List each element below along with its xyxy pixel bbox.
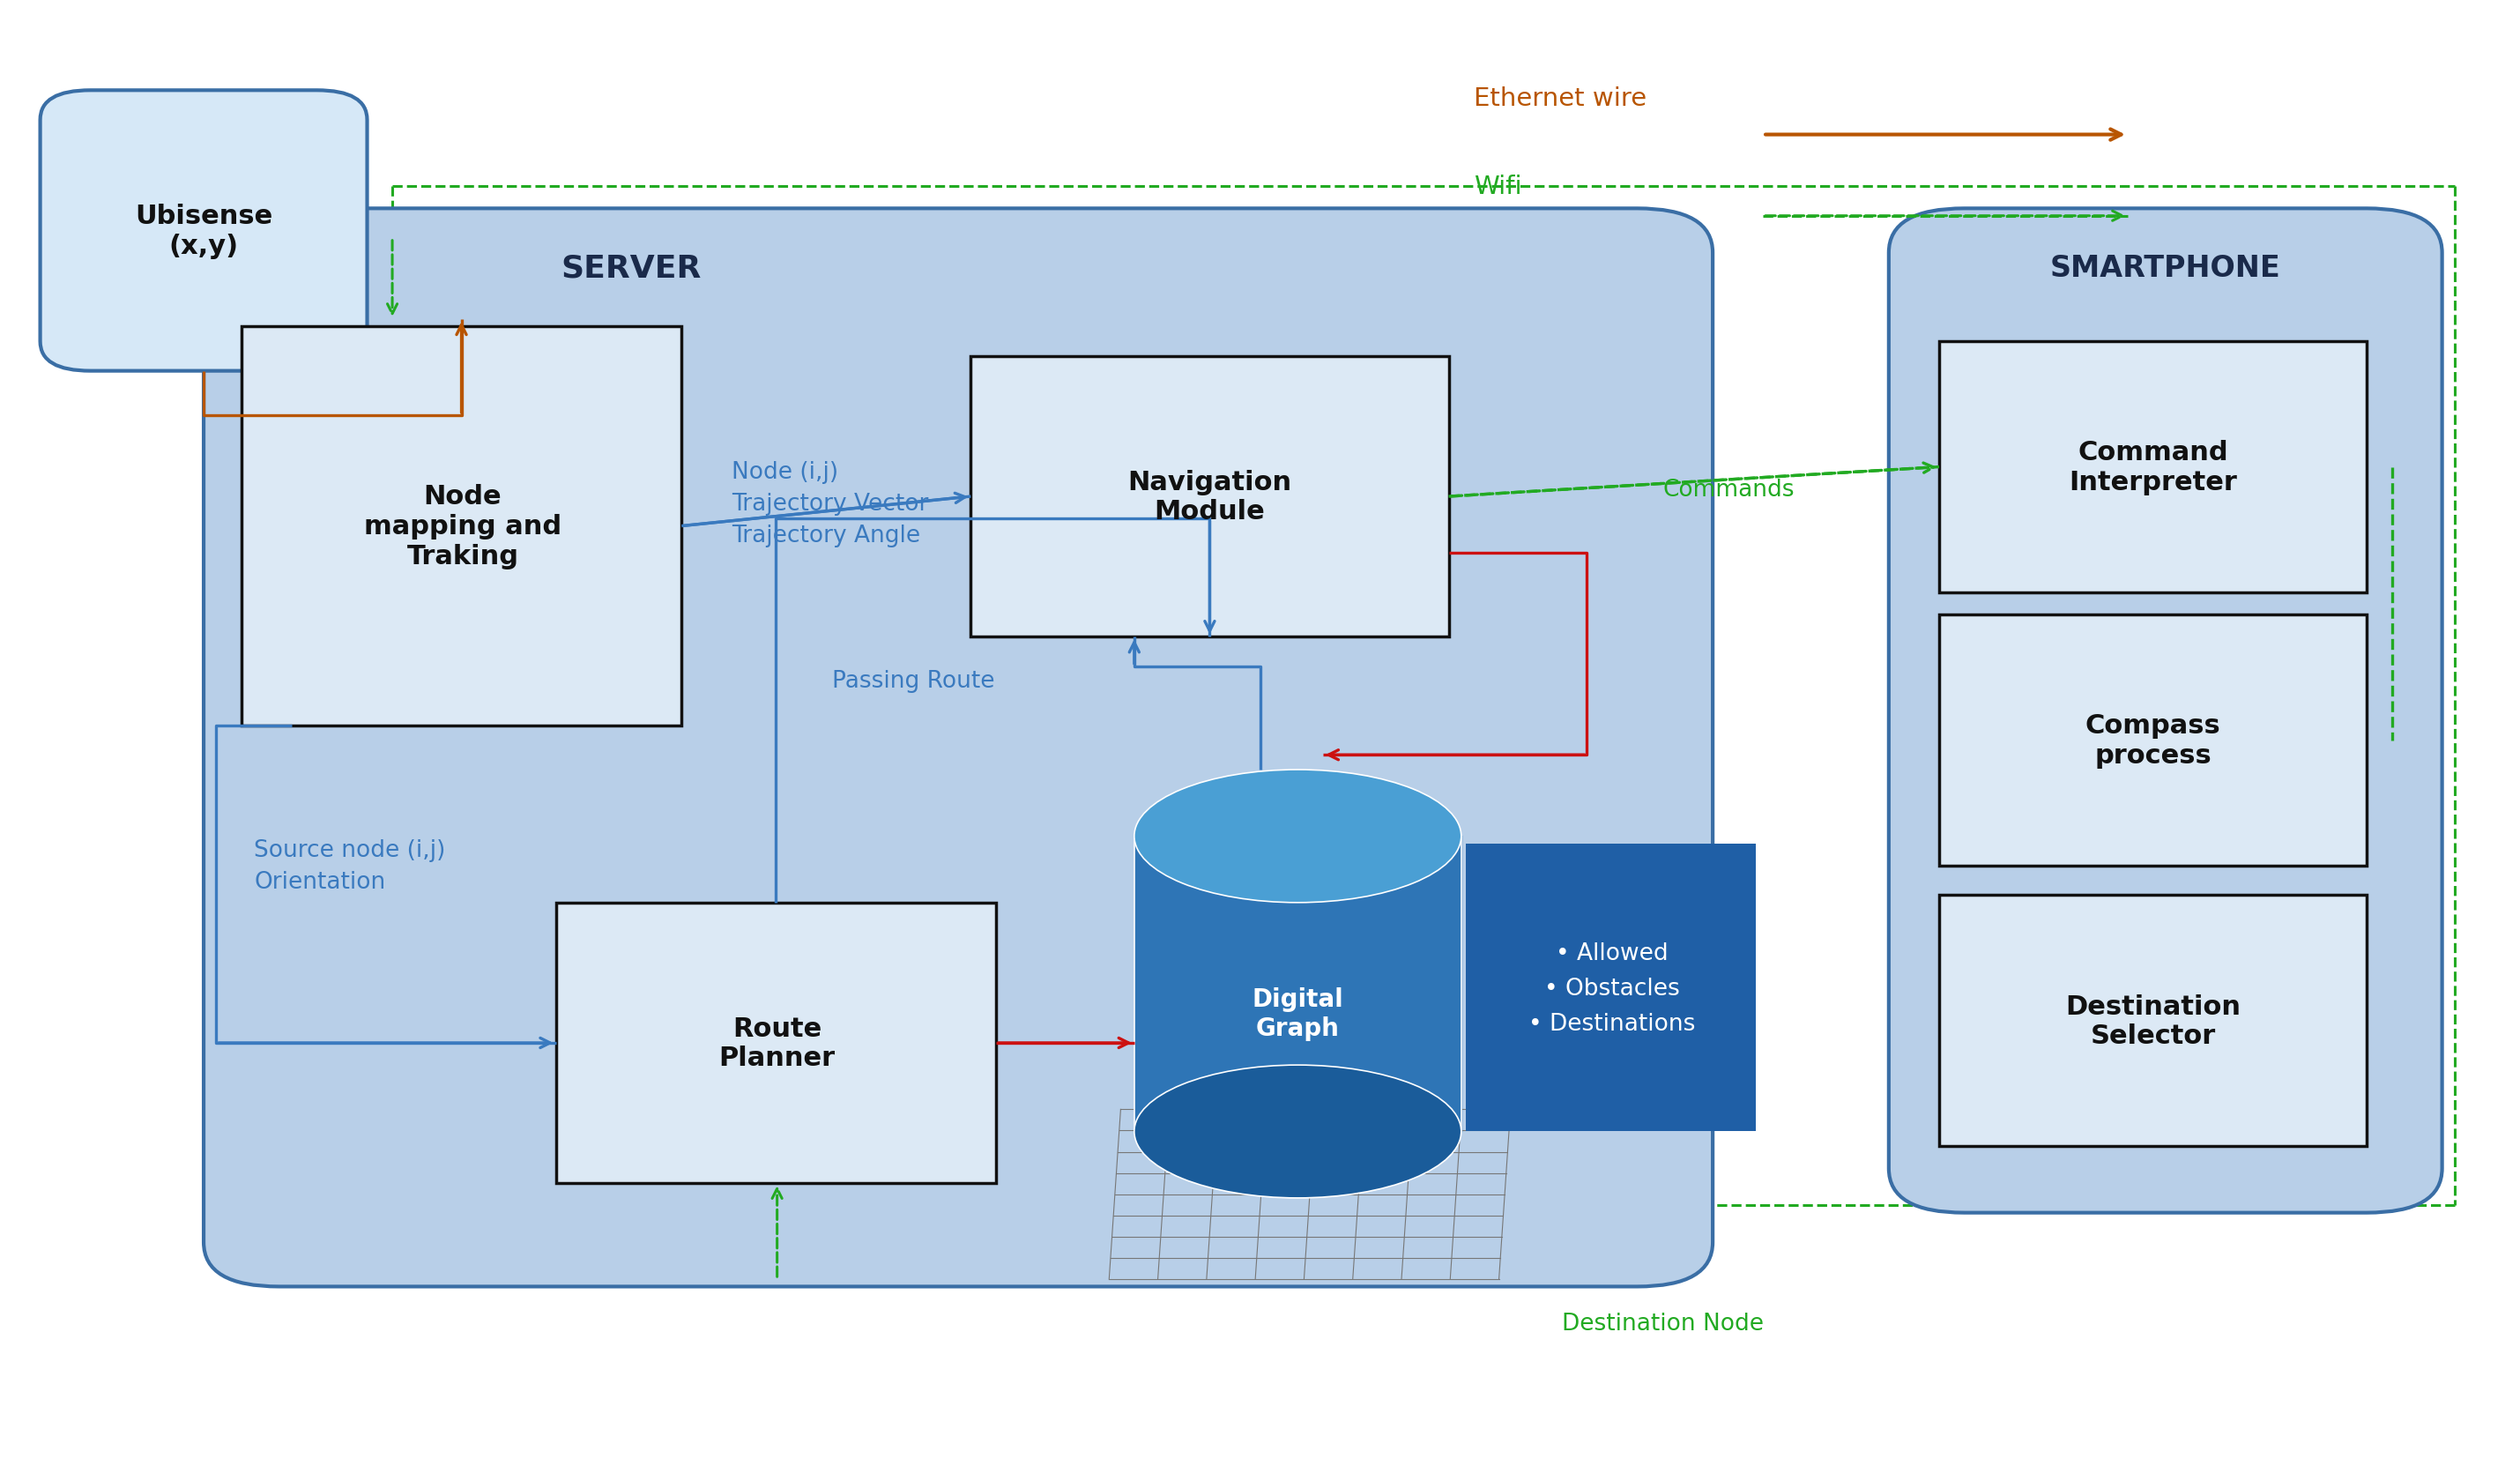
Text: Passing Route: Passing Route	[832, 669, 995, 693]
Text: Navigation
Module: Navigation Module	[1126, 469, 1293, 524]
Text: SMARTPHONE: SMARTPHONE	[2051, 253, 2281, 283]
FancyBboxPatch shape	[204, 209, 1714, 1287]
Text: Node (i,j)
Trajectory Vector
Trajectory Angle: Node (i,j) Trajectory Vector Trajectory …	[731, 461, 930, 548]
FancyBboxPatch shape	[1938, 615, 2366, 866]
Text: Command
Interpreter: Command Interpreter	[2069, 440, 2238, 495]
Text: Wifi: Wifi	[1474, 175, 1522, 200]
FancyBboxPatch shape	[970, 357, 1449, 637]
Ellipse shape	[1134, 770, 1462, 903]
FancyBboxPatch shape	[242, 327, 680, 726]
Text: Commands: Commands	[1663, 478, 1794, 501]
Text: Digital
Graph: Digital Graph	[1252, 986, 1343, 1040]
FancyBboxPatch shape	[1467, 844, 1756, 1131]
Text: Ubisense
(x,y): Ubisense (x,y)	[134, 204, 272, 259]
Text: SERVER: SERVER	[562, 253, 701, 283]
Text: Ethernet wire: Ethernet wire	[1474, 86, 1646, 111]
FancyBboxPatch shape	[1938, 342, 2366, 592]
Text: Compass
process: Compass process	[2084, 712, 2220, 769]
FancyBboxPatch shape	[1890, 209, 2442, 1213]
Text: Route
Planner: Route Planner	[718, 1016, 834, 1071]
FancyBboxPatch shape	[557, 903, 995, 1183]
FancyBboxPatch shape	[1938, 896, 2366, 1146]
Text: Node
mapping and
Traking: Node mapping and Traking	[363, 484, 562, 569]
Bar	[1134, 837, 1462, 1131]
Text: Destination
Selector: Destination Selector	[2066, 994, 2240, 1049]
Text: Destination Node: Destination Node	[1562, 1312, 1764, 1334]
FancyBboxPatch shape	[40, 90, 368, 372]
Ellipse shape	[1134, 1065, 1462, 1198]
Text: • Allowed
• Obstacles
• Destinations: • Allowed • Obstacles • Destinations	[1530, 942, 1696, 1035]
Text: Source node (i,j)
Orientation: Source node (i,j) Orientation	[255, 838, 446, 893]
